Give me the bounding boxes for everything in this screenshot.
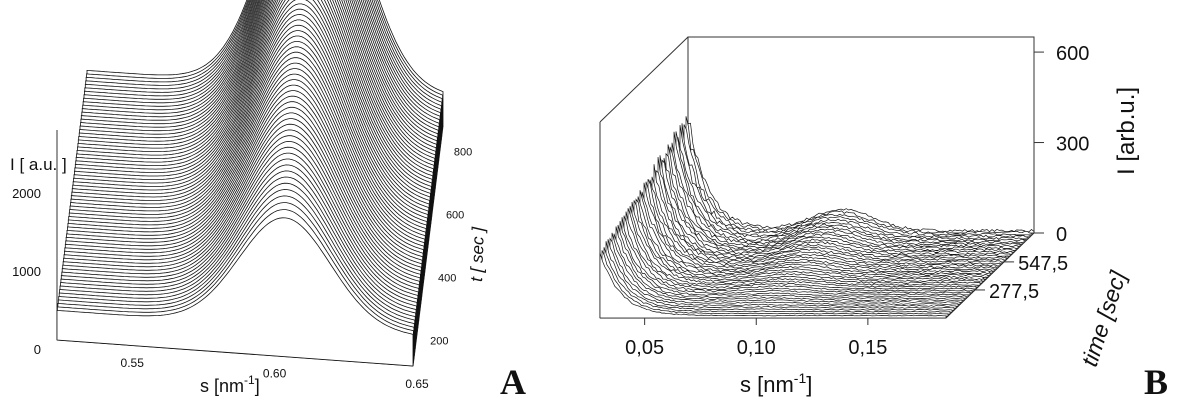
chart-b-x-axis-label: s [nm-1] <box>740 370 812 397</box>
chart-b-x-tick-label: 0,10 <box>737 337 776 359</box>
chart-b-z-axis-label: I [arb.u.] <box>1113 87 1140 175</box>
chart-a-z-tick-label: 2000 <box>12 186 41 201</box>
chart-b-t-axis-label: time [sec] <box>1076 267 1131 369</box>
panel-label-a: A <box>500 362 526 402</box>
chart-a-z-tick-label: 1000 <box>12 264 41 279</box>
chart-a-t-tick-label: 200 <box>430 336 448 348</box>
chart-a-x-axis-label-close: ] <box>255 376 260 396</box>
chart-b-x-axis-label-text: s [nm <box>740 372 794 397</box>
panel-label-b: B <box>1144 362 1168 402</box>
chart-b-t-tick-label: 547,5 <box>1018 253 1068 275</box>
chart-a-x-tick-label: 0.60 <box>263 367 287 381</box>
chart-b-z-tick-label: 600 <box>1056 43 1089 65</box>
chart-a-t-axis-label: t [ sec ] <box>467 225 488 282</box>
chart-a-series-line <box>56 217 414 367</box>
chart-b-z-tick-label: 300 <box>1056 134 1089 156</box>
chart-b-x-axis-label-close: ] <box>806 372 812 397</box>
chart-a: 0.55 0.60 0.65 0 1000 2000 200 400 600 800 I [ a.… <box>10 0 526 402</box>
chart-b-series-line <box>687 122 1035 234</box>
chart-b-t-tick-label: 277,5 <box>989 281 1039 303</box>
chart-a-x-axis-label-text: s [nm <box>200 376 244 396</box>
chart-a-x-axis-label-sup: -1 <box>244 373 255 387</box>
chart-b-tick-labels: 0 300 600 0,05 0,10 0,15 277,5 547,5 <box>625 43 1089 359</box>
chart-a-series-group <box>56 0 444 367</box>
chart-b-x-tick-label: 0,15 <box>848 337 887 359</box>
chart-b-series-group <box>599 116 1035 319</box>
chart-b-back-wall <box>687 36 1035 233</box>
chart-b: 0 300 600 0,05 0,10 0,15 277,5 547,5 I [arb.u.]… <box>599 36 1168 402</box>
chart-a-z-axis-label: I [ a.u. ] <box>10 155 67 174</box>
chart-a-tick-labels: 0.55 0.60 0.65 0 1000 2000 200 400 600 800 <box>12 146 472 391</box>
chart-a-x-tick-label: 0.55 <box>121 356 145 370</box>
chart-b-series-line <box>685 116 1033 236</box>
chart-b-top-edge <box>599 36 689 123</box>
chart-b-x-tick-label: 0,05 <box>625 337 664 359</box>
chart-a-z-tick-label: 0 <box>34 342 41 357</box>
chart-b-series-line <box>599 252 947 319</box>
chart-b-x-axis-label-sup: -1 <box>794 370 807 386</box>
chart-b-z-tick-label: 0 <box>1056 224 1067 246</box>
chart-a-t-tick-label: 400 <box>438 273 456 285</box>
chart-a-x-axis-label: s [nm-1] <box>200 373 260 396</box>
chart-a-x-tick-label: 0.65 <box>405 377 429 391</box>
chart-a-t-tick-label: 800 <box>454 146 472 158</box>
chart-a-t-tick-label: 600 <box>446 209 464 221</box>
